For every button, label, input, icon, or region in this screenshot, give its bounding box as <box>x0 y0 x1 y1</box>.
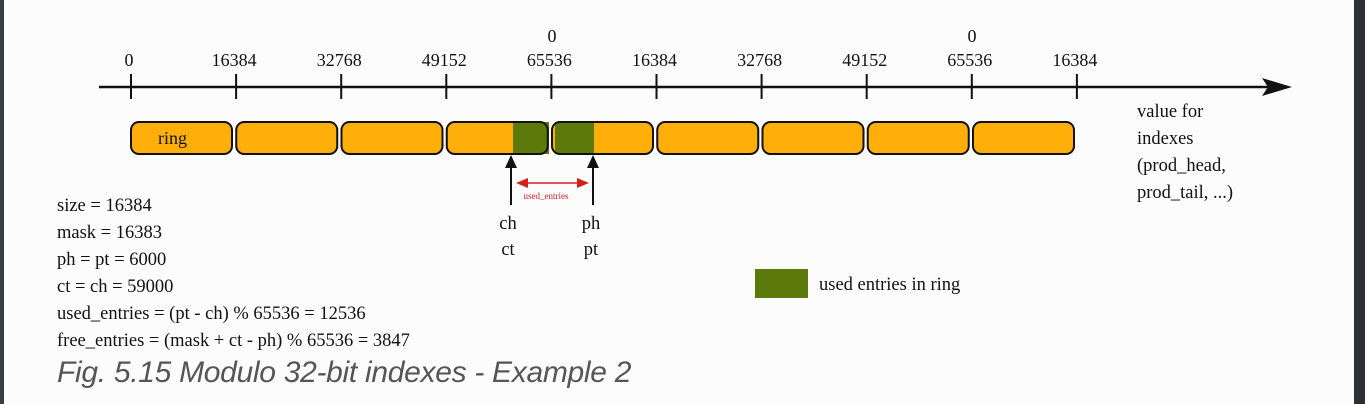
axis-caption-line: indexes <box>1137 129 1194 149</box>
ring-segment-fill <box>131 122 232 154</box>
axis-tick-label: 16384 <box>632 50 677 70</box>
pointer-label-line: ch <box>499 214 516 234</box>
producer-pointer-arrowhead <box>587 155 599 168</box>
ring-segment <box>130 121 233 155</box>
axis-ticks <box>130 74 1078 99</box>
ring-segment <box>656 121 760 155</box>
axis-caption-line: prod_tail, ...) <box>1137 183 1233 203</box>
info-line: mask = 16383 <box>57 223 162 243</box>
axis-tick-label: 32768 <box>737 50 782 70</box>
info-line: used_entries = (pt - ch) % 65536 = 12536 <box>57 304 366 324</box>
used-region-first <box>513 122 549 154</box>
axis-tick-label: 65536 <box>947 50 992 70</box>
ring-segment-fill <box>236 122 338 154</box>
axis-tick-label: 32768 <box>317 50 362 70</box>
axis-caption: value for indexes (prod_head, prod_tail, ..… <box>1137 102 1233 203</box>
used-span-arrowhead-right <box>577 178 589 188</box>
legend-swatch <box>755 269 808 298</box>
ring-segment <box>972 121 1075 155</box>
window-left-edge <box>0 0 4 404</box>
ring-label: ring <box>158 128 187 148</box>
axis-tick-labels: 0 16384 32768 49152 65536 16384 32768 49152 6553… <box>125 50 1098 70</box>
axis-tick-label: 65536 <box>527 50 572 70</box>
axis-tick-label: 0 <box>125 50 134 70</box>
info-block: size = 16384 mask = 16383 ph = pt = 6000 ct… <box>57 193 410 355</box>
pointer-label-line: ph <box>582 214 601 234</box>
ring-segment <box>340 121 444 155</box>
pointer-label-line: pt <box>584 240 599 260</box>
pointer-label-line: ct <box>501 240 515 260</box>
ring-outlines <box>130 121 1075 155</box>
axis-wrap-label: 0 <box>548 26 557 46</box>
used-span-label: used_entries <box>524 191 569 201</box>
ring-segments <box>131 122 1074 154</box>
ring-segment <box>761 121 865 155</box>
info-line: size = 16384 <box>57 196 152 216</box>
info-line: free_entries = (mask + ct - ph) % 65536 … <box>57 331 410 351</box>
ring-segment-fill <box>762 122 864 154</box>
info-line: ct = ch = 59000 <box>57 277 174 297</box>
ring-segment-fill <box>867 122 969 154</box>
ring-segment-fill <box>973 122 1074 154</box>
ring-segment-fill <box>341 122 443 154</box>
ring-segment <box>551 121 654 155</box>
info-line: ph = pt = 6000 <box>57 250 167 270</box>
used-span-arrowhead-left <box>516 178 528 188</box>
figure-caption: Fig. 5.15 Modulo 32-bit indexes - Exampl… <box>57 356 632 389</box>
axis-tick-label: 49152 <box>422 50 467 70</box>
ring-segment-fill <box>657 122 759 154</box>
ring-segment <box>866 121 970 155</box>
axis-caption-line: value for <box>1137 102 1203 122</box>
ring-segment <box>445 121 549 155</box>
axis-wrap-label: 0 <box>968 26 977 46</box>
consumer-pointer-arrowhead <box>505 155 517 168</box>
ring-segment <box>235 121 339 155</box>
axis-caption-line: (prod_head, <box>1137 156 1226 176</box>
axis-tick-label: 16384 <box>212 50 257 70</box>
axis-arrowhead <box>1262 78 1292 96</box>
consumer-pointer-label: ch ct <box>499 214 516 260</box>
used-region-second <box>555 122 594 154</box>
axis-tick-label: 16384 <box>1052 50 1097 70</box>
window-scrollbar[interactable] <box>1354 0 1365 404</box>
producer-pointer-label: ph pt <box>582 214 601 260</box>
axis-tick-label: 49152 <box>842 50 887 70</box>
legend-label: used entries in ring <box>819 275 960 295</box>
